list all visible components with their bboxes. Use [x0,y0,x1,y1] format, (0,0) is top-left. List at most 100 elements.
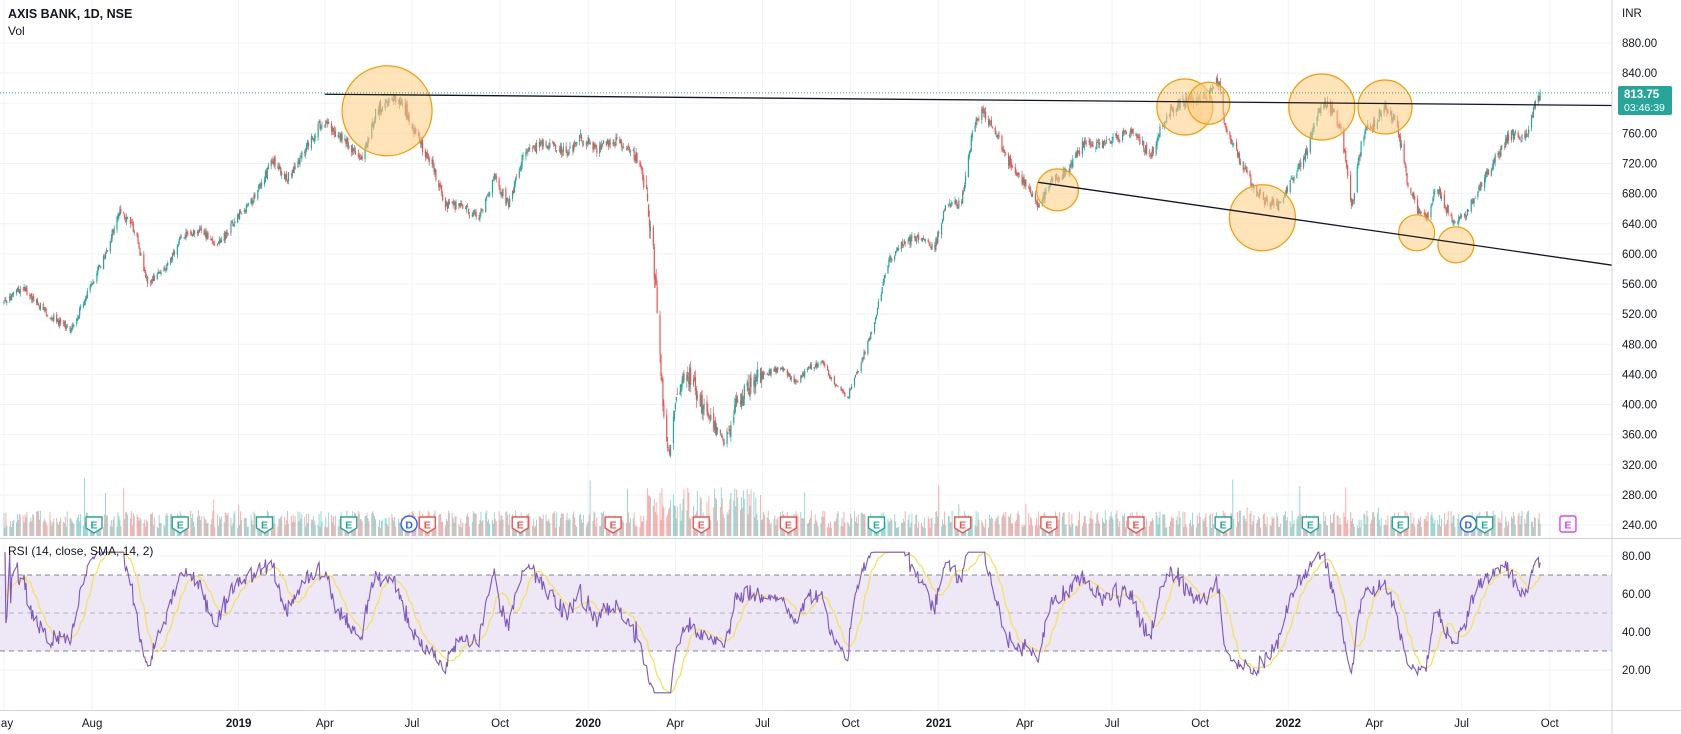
volume-bar [42,521,44,536]
earnings-marker[interactable]: E [1301,516,1320,534]
candle-body [364,146,366,159]
candle-body [1099,142,1101,145]
candle-body [998,135,1000,137]
volume-bar [1256,522,1258,536]
earnings-marker[interactable]: E [1391,516,1410,534]
volume-bar [683,489,685,536]
volume-bar [1419,517,1421,536]
candle-body [616,137,618,139]
volume-bar [668,509,670,536]
candle-body [1218,82,1220,86]
volume-bar [1003,512,1005,536]
volume-bar [1521,510,1523,536]
earnings-marker[interactable]: E [779,516,798,534]
candle-body [218,239,221,244]
candle-body [774,367,776,372]
volume-bar [1083,516,1085,536]
earnings-marker[interactable]: E [85,516,103,534]
candle-body [941,224,943,235]
candle-body [231,221,233,224]
candle-body [1081,140,1083,155]
candle-body [179,237,181,240]
candle-body [447,200,449,208]
volume-bar [1500,522,1502,536]
candle-body [344,138,346,141]
earnings-marker[interactable]: E [1475,516,1494,534]
time-tick-label: Jul [755,718,770,730]
candle-body [757,369,759,378]
earnings-marker[interactable]: E [953,516,972,534]
earnings-marker[interactable]: E [1040,516,1058,534]
trendlines[interactable] [324,93,1613,266]
earnings-marker[interactable]: E [340,516,358,534]
volume-bar [546,520,548,536]
earnings-marker[interactable]: E [255,516,274,534]
earnings-marker[interactable]: E [418,516,437,534]
volume-bar [762,519,764,536]
rsi-legend[interactable]: RSI (14, close, SMA, 14, 2) [8,544,154,558]
volume-bar [1266,517,1268,536]
volume-bar [326,527,328,536]
volume-bar [903,521,905,536]
volume-bar [452,517,454,536]
candle-body [1365,126,1367,132]
candle-body [1426,213,1428,220]
candle-body [596,148,598,154]
volume-bar [639,527,641,536]
event-label: E [1220,520,1227,532]
volume-legend[interactable]: Vol [8,24,25,38]
candle-body [874,317,877,322]
volume-bar [1507,525,1509,536]
candle-body [274,156,276,166]
volume-bar [1205,513,1207,536]
candle-body [453,202,455,204]
earnings-marker[interactable]: E [604,516,622,534]
candle-body [988,120,991,125]
candle-body [736,396,738,405]
volume-bar [661,488,663,536]
earnings-marker[interactable]: E [171,516,189,534]
candle-body [173,251,176,255]
volume-bar [30,517,32,536]
candle-body [172,251,175,255]
volume-bar [1149,521,1151,536]
candle-body [629,150,631,153]
dividend-marker[interactable]: D [400,515,418,533]
volume-bar [842,526,844,536]
volume-bar [988,514,990,536]
candle-body [459,203,461,207]
dividend-marker[interactable]: D [1459,515,1478,533]
volume-bar [398,518,400,536]
volume-bar [278,518,280,536]
candle-body [427,154,429,159]
earnings-marker[interactable]: E [692,516,710,534]
volume-bar [596,517,598,536]
volume-bar [129,518,131,536]
candle-body [559,145,562,153]
earnings-marker[interactable]: E [511,516,529,534]
candle-body [284,174,287,180]
earnings-marker[interactable]: E [1559,515,1577,533]
volume-bar [76,519,78,536]
earnings-marker[interactable]: E [1127,516,1145,534]
volume-bar [10,520,12,536]
candle-body [1345,150,1347,162]
candle-body [317,123,319,138]
candle-body [1078,151,1081,155]
volume-bar [1237,511,1239,536]
time-tick-label: 2019 [226,718,252,730]
earnings-marker[interactable]: E [1214,516,1232,534]
symbol-title[interactable]: AXIS BANK, 1D, NSE [8,7,133,21]
highlight-circles[interactable] [341,65,1475,264]
volume-bar [1279,527,1281,536]
candle-body [970,135,972,151]
volume-bar [381,519,383,536]
earnings-marker[interactable]: E [867,516,886,534]
candle-body [607,141,609,147]
candle-body [1537,95,1539,102]
candle-body [984,111,986,114]
